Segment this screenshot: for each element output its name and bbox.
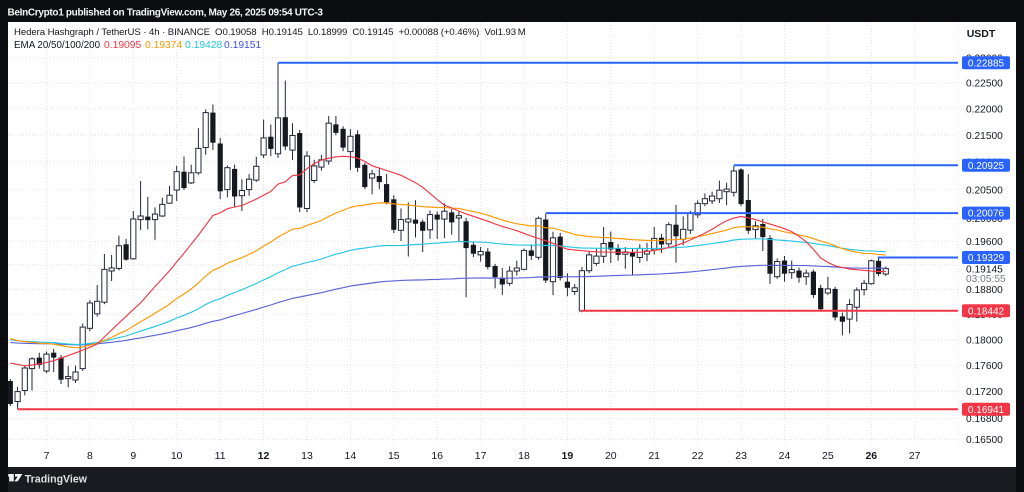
svg-text:EMA 20/50/100/200: EMA 20/50/100/200 [14,40,101,51]
svg-text:26: 26 [865,450,877,462]
svg-text:0.19145: 0.19145 [966,264,1003,275]
svg-text:24: 24 [779,450,791,462]
svg-text:0.19095: 0.19095 [104,40,141,51]
svg-text:Hedera Hashgraph / TetherUS ·: Hedera Hashgraph / TetherUS · 4h · BINAN… [14,27,526,38]
svg-text:03:05:55: 03:05:55 [966,274,1006,285]
svg-text:0.22500: 0.22500 [966,79,1003,90]
svg-text:0.16800: 0.16800 [966,414,1003,425]
svg-text:10: 10 [171,450,183,462]
svg-text:17: 17 [475,450,487,462]
svg-text:0.21500: 0.21500 [966,131,1003,142]
svg-text:0.18800: 0.18800 [966,285,1003,296]
svg-text:15: 15 [388,450,400,462]
svg-text:0.19428: 0.19428 [185,40,222,51]
svg-text:21: 21 [648,450,660,462]
svg-text:18: 18 [518,450,530,462]
svg-text:12: 12 [258,450,270,462]
svg-text:23: 23 [735,450,747,462]
svg-text:8: 8 [87,450,93,462]
svg-text:0.16941: 0.16941 [968,405,1005,416]
svg-text:TradingView: TradingView [25,473,88,485]
svg-text:11: 11 [215,450,226,462]
svg-text:0.18000: 0.18000 [966,335,1003,346]
svg-text:0.16500: 0.16500 [966,435,1003,446]
svg-text:13: 13 [301,450,313,462]
svg-text:19: 19 [562,450,574,462]
svg-text:0.19329: 0.19329 [968,253,1005,264]
svg-text:0.20076: 0.20076 [968,209,1005,220]
svg-text:22: 22 [692,450,704,462]
svg-text:9: 9 [130,450,136,462]
svg-text:0.22000: 0.22000 [966,104,1003,115]
svg-text:0.18442: 0.18442 [968,306,1005,317]
svg-text:25: 25 [822,450,834,462]
svg-text:0.17600: 0.17600 [966,361,1003,372]
svg-text:7: 7 [44,450,50,462]
svg-text:14: 14 [345,450,357,462]
svg-text:16: 16 [431,450,443,462]
svg-text:0.20500: 0.20500 [966,186,1003,197]
svg-text:BeInCrypto1 published on Tradi: BeInCrypto1 published on TradingView.com… [8,8,324,19]
svg-text:0.19151: 0.19151 [224,40,261,51]
svg-text:27: 27 [909,450,921,462]
svg-text:USDT: USDT [967,28,996,40]
svg-text:0.17200: 0.17200 [966,387,1003,398]
svg-text:0.22885: 0.22885 [968,58,1005,69]
svg-text:0.19600: 0.19600 [966,237,1003,248]
svg-text:0.19374: 0.19374 [145,40,182,51]
svg-text:20: 20 [605,450,617,462]
svg-text:0.20925: 0.20925 [968,161,1005,172]
